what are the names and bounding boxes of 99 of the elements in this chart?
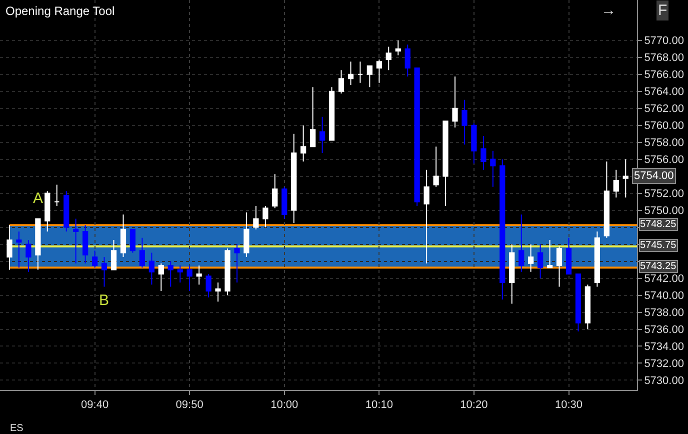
- candlestick: [471, 122, 477, 164]
- y-tick-label: 5756.00: [644, 154, 684, 166]
- candlestick: [357, 61, 363, 84]
- candlestick: [338, 70, 344, 94]
- candlestick: [158, 262, 164, 292]
- candlestick: [186, 265, 192, 292]
- y-tick-label: 5760.00: [644, 120, 684, 132]
- candlestick: [215, 282, 221, 302]
- candlestick: [490, 150, 496, 188]
- candlestick: [404, 44, 410, 77]
- annotation: A: [33, 190, 44, 207]
- annotation: →: [601, 2, 616, 19]
- candlestick: [101, 256, 108, 288]
- candlestick: [120, 214, 126, 258]
- candlestick: [92, 250, 98, 268]
- candlestick: [282, 186, 288, 220]
- ref-line-label: 5745.75: [640, 240, 677, 251]
- candlestick: [224, 248, 230, 296]
- x-tick-label: 10:00: [270, 399, 298, 412]
- ref-line-label: 5748.25: [640, 219, 677, 230]
- candlestick: [64, 190, 70, 232]
- candlestick: [575, 274, 582, 332]
- y-tick-label: 5758.00: [644, 137, 684, 150]
- y-tick-label: 5762.00: [644, 103, 684, 116]
- candlestick: [613, 169, 619, 198]
- candlestick: [395, 40, 401, 56]
- candlestick: [262, 206, 268, 228]
- annotation: B: [99, 292, 110, 309]
- candlestick: [414, 67, 420, 207]
- candlestick: [6, 224, 12, 270]
- text: ES: [10, 423, 24, 434]
- y-tick-label: 5752.00: [644, 188, 684, 200]
- candlestick: [328, 86, 335, 141]
- x-tick-label: 10:20: [460, 399, 488, 412]
- y-tick-label: 5732.00: [644, 358, 684, 370]
- x-tick-label: 10:30: [554, 399, 583, 412]
- candlestick: [500, 158, 506, 300]
- candlestick: [462, 99, 468, 145]
- candlestick: [604, 160, 610, 238]
- candlestick: [130, 228, 136, 254]
- candlestick: [528, 244, 534, 272]
- x-tick-label: 09:40: [81, 399, 109, 412]
- candlestick: [253, 206, 259, 230]
- candlestick: [480, 135, 486, 170]
- candlestick: [310, 86, 316, 148]
- y-tick-label: 5764.00: [644, 86, 684, 98]
- candlestick: [44, 190, 50, 232]
- y-tick-label: 5738.00: [644, 307, 684, 320]
- y-tick-label: 5742.00: [644, 273, 684, 286]
- candlestick: [177, 265, 183, 284]
- candlestick: [538, 244, 544, 279]
- candlestick: [26, 240, 32, 272]
- candlestick: [35, 218, 41, 270]
- annotation: 5754.00: [634, 170, 674, 182]
- candlestick: [54, 184, 60, 207]
- y-tick-label: 5740.00: [644, 290, 684, 302]
- candlestick: [16, 231, 22, 268]
- ref-line-label: 5743.25: [640, 261, 677, 272]
- candlestick: [234, 244, 240, 284]
- candlestick: [291, 133, 297, 224]
- candlestick: [518, 214, 524, 272]
- candlestick: [584, 284, 590, 330]
- candlestick: [424, 169, 430, 264]
- candlestick: [556, 246, 562, 288]
- candlestick: [168, 260, 174, 288]
- text: F: [658, 2, 668, 19]
- candlestick: [386, 46, 392, 71]
- candlestick: [82, 224, 88, 264]
- candlestick: [300, 124, 306, 162]
- candlestick: [139, 237, 145, 268]
- candlestick: [366, 65, 372, 88]
- candlestick: [452, 76, 458, 128]
- candlestick: [594, 231, 600, 288]
- y-tick-label: 5734.00: [644, 341, 684, 354]
- candlestick: [622, 158, 628, 198]
- candlestick: [73, 218, 79, 264]
- candlestick: [376, 58, 382, 84]
- y-tick-label: 5736.00: [644, 324, 684, 336]
- candlestick: [110, 240, 117, 270]
- candlestick: [244, 212, 250, 258]
- candlestick: [348, 61, 354, 86]
- y-tick-label: 5766.00: [644, 69, 684, 82]
- chart-title: Opening Range Tool: [6, 4, 115, 18]
- candlestick: [566, 237, 572, 275]
- y-tick-label: 5770.00: [644, 35, 684, 48]
- candlestick: [433, 146, 439, 188]
- candlestick: [148, 252, 154, 286]
- candlestick: [320, 116, 326, 154]
- y-tick-label: 5750.00: [644, 205, 684, 218]
- candlestick: [272, 174, 278, 209]
- x-tick-label: 09:50: [176, 399, 204, 412]
- candlestick: [509, 244, 515, 304]
- y-tick-label: 5768.00: [644, 52, 684, 64]
- y-tick-label: 5730.00: [644, 375, 684, 388]
- candlestick: [547, 240, 553, 268]
- candlestick: [442, 120, 448, 207]
- candlestick: [206, 274, 212, 298]
- candlestick: [196, 265, 202, 286]
- x-tick-label: 10:10: [365, 399, 393, 412]
